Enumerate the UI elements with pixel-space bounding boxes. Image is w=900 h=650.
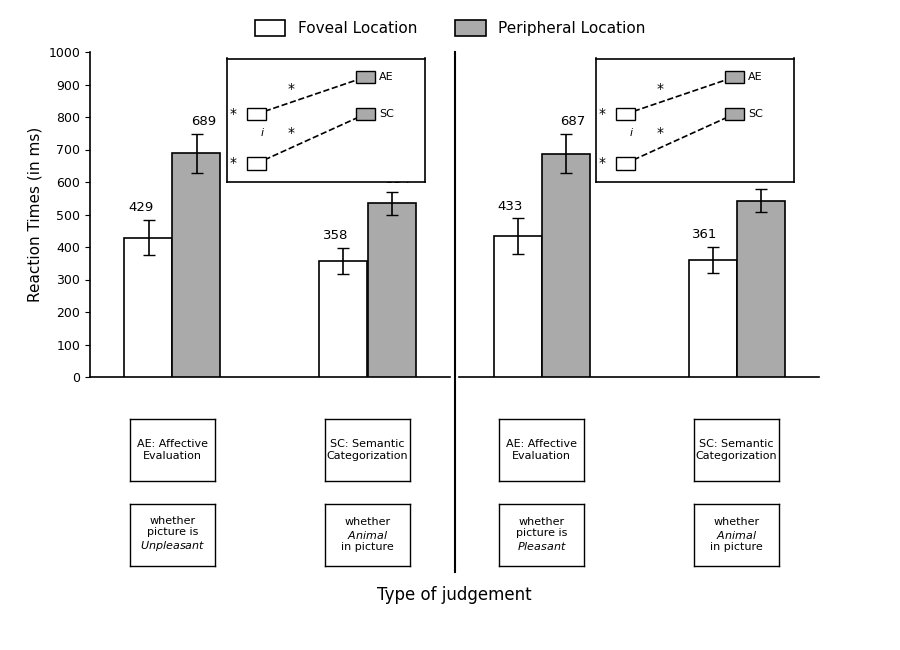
Legend: Foveal Location, Peripheral Location: Foveal Location, Peripheral Location: [248, 14, 652, 42]
Bar: [320, 261, 367, 377]
Text: SC: Semantic
Categorization: SC: Semantic Categorization: [696, 439, 778, 461]
Bar: [493, 236, 542, 377]
Bar: [688, 259, 736, 377]
Text: whether
picture is
$\bf{\it{Unpleasant}}$: whether picture is $\bf{\it{Unpleasant}}…: [140, 516, 205, 553]
Text: whether
$\bf{\it{Animal}}$
in picture: whether $\bf{\it{Animal}}$ in picture: [341, 517, 394, 552]
Text: 429: 429: [129, 201, 154, 214]
Bar: [736, 201, 785, 377]
Text: Type of judgement: Type of judgement: [377, 586, 532, 604]
Text: 689: 689: [192, 114, 217, 127]
Text: 687: 687: [561, 116, 586, 129]
Y-axis label: Reaction Times (in ms): Reaction Times (in ms): [28, 127, 43, 302]
Bar: [367, 203, 416, 377]
Text: 534: 534: [386, 174, 411, 187]
Bar: [542, 154, 590, 377]
Text: whether
$\bf{\it{Animal}}$
in picture: whether $\bf{\it{Animal}}$ in picture: [710, 517, 763, 552]
Text: AE: Affective
Evaluation: AE: Affective Evaluation: [137, 439, 208, 461]
Text: SC: Semantic
Categorization: SC: Semantic Categorization: [327, 439, 409, 461]
Bar: [173, 153, 220, 377]
Text: AE: Affective
Evaluation: AE: Affective Evaluation: [506, 439, 577, 461]
Text: whether
picture is
$\bf{\it{Pleasant}}$: whether picture is $\bf{\it{Pleasant}}$: [516, 517, 567, 552]
Text: 358: 358: [323, 229, 348, 242]
Text: 361: 361: [692, 228, 717, 240]
Bar: [124, 237, 173, 377]
Text: 433: 433: [498, 200, 523, 213]
Text: 542: 542: [755, 170, 780, 183]
